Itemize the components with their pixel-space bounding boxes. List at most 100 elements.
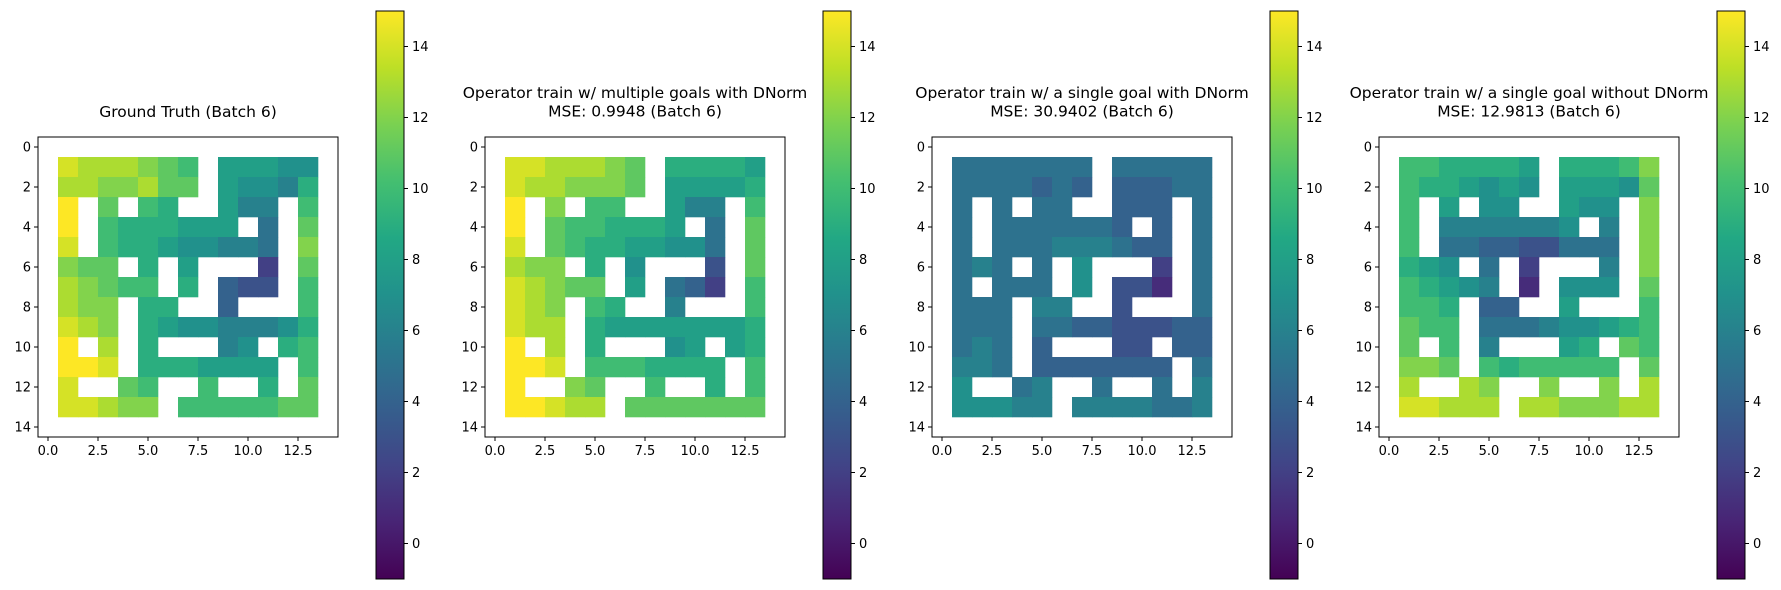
heatmap-cell-r9-c6 [605, 317, 626, 338]
heatmap-cell-r4-c6 [1052, 217, 1073, 238]
x-tick-label: 7.5 [1082, 444, 1103, 459]
x-tick-label: 5.0 [1479, 444, 1500, 459]
y-tick-label: 6 [917, 261, 925, 276]
heatmap-cell-r2-c7 [1072, 177, 1093, 198]
colorbar-tick-label: 2 [1753, 466, 1761, 481]
heatmap-cell-r13-c12 [1172, 397, 1193, 418]
heatmap-cell-r1-c12 [1172, 157, 1193, 178]
heatmap-cell-r12-c1 [58, 377, 79, 398]
heatmap-cell-r3-c13 [745, 197, 766, 218]
heatmap-cell-r13-c11 [258, 397, 279, 418]
heatmap-cell-r2-c3 [992, 177, 1013, 198]
heatmap-cell-r11-c13 [745, 357, 766, 378]
heatmap-cell-r13-c2 [78, 397, 99, 418]
heatmap-cell-r9-c11 [258, 317, 279, 338]
y-tick-label: 0 [470, 141, 478, 156]
heatmap-cell-r1-c10 [1132, 157, 1153, 178]
heatmap-cell-r1-c13 [1639, 157, 1660, 178]
heatmap-cell-r8-c5 [138, 297, 159, 318]
heatmap-cell-r7-c1 [1399, 277, 1420, 298]
heatmap-cell-r13-c3 [98, 397, 119, 418]
heatmap-cell-r12-c5 [1479, 377, 1500, 398]
heatmap-cell-r10-c9 [1112, 337, 1133, 358]
heatmap-cell-r7-c11 [1599, 277, 1620, 298]
heatmap-cell-r7-c1 [952, 277, 973, 298]
heatmap-cell-r1-c4 [1012, 157, 1033, 178]
heatmap-cell-r6-c1 [952, 257, 973, 278]
colorbar-tick-label: 4 [1753, 395, 1761, 410]
y-tick-label: 10 [908, 341, 925, 356]
heatmap-cell-r4-c8 [1092, 217, 1113, 238]
colorbar-tick-label: 8 [1306, 253, 1314, 268]
heatmap-cell-r4-c4 [1012, 217, 1033, 238]
heatmap-cell-r3-c5 [138, 197, 159, 218]
heatmap-cell-r10-c3 [545, 337, 566, 358]
heatmap-cell-r4-c11 [258, 217, 279, 238]
heatmap-cell-r5-c6 [1052, 237, 1073, 258]
heatmap-cell-r7-c3 [98, 277, 119, 298]
heatmap-cell-r8-c2 [972, 297, 993, 318]
heatmap-cell-r2-c6 [1499, 177, 1520, 198]
heatmap-cell-r5-c10 [1132, 237, 1153, 258]
heatmap-cell-r8-c9 [1112, 297, 1133, 318]
heatmap-cell-r10-c12 [1172, 337, 1193, 358]
heatmap-cell-r9-c3 [545, 317, 566, 338]
heatmap-cell-r5-c7 [1519, 237, 1540, 258]
x-tick-label: 0.0 [1379, 444, 1400, 459]
heatmap-cell-r1-c1 [58, 157, 79, 178]
heatmap-cell-r5-c10 [685, 237, 706, 258]
heatmap-cell-r11-c7 [625, 357, 646, 378]
heatmap-cell-r10-c1 [952, 337, 973, 358]
heatmap-cell-r9-c8 [1092, 317, 1113, 338]
heatmap-cell-r12-c4 [1012, 377, 1033, 398]
heatmap-cell-r2-c13 [1639, 177, 1660, 198]
colorbar-tick-label: 6 [1753, 324, 1761, 339]
heatmap-cell-r5-c1 [1399, 237, 1420, 258]
heatmap-panel-2: Operator train w/ multiple goals with DN… [461, 84, 807, 459]
heatmap-cell-r4-c3 [1439, 217, 1460, 238]
heatmap-cell-r5-c4 [118, 237, 139, 258]
heatmap-cell-r13-c12 [1619, 397, 1640, 418]
heatmap-cell-r11-c9 [1559, 357, 1580, 378]
heatmap-cell-r9-c11 [1599, 317, 1620, 338]
heatmap-cell-r8-c5 [585, 297, 606, 318]
y-tick-label: 14 [14, 421, 31, 436]
heatmap-cell-r8-c9 [218, 297, 239, 318]
heatmap-cell-r4-c7 [178, 217, 199, 238]
heatmap-cell-r4-c4 [1459, 217, 1480, 238]
heatmap-cell-r7-c9 [1112, 277, 1133, 298]
heatmap-cell-r11-c3 [992, 357, 1013, 378]
heatmap-cell-r9-c5 [1032, 317, 1053, 338]
heatmap-cell-r1-c6 [605, 157, 626, 178]
heatmap-cell-r13-c7 [625, 397, 646, 418]
heatmap-cell-r5-c9 [1559, 237, 1580, 258]
heatmap-cell-r12-c11 [705, 377, 726, 398]
heatmap-cell-r5-c1 [952, 237, 973, 258]
heatmap-cell-r11-c2 [972, 357, 993, 378]
heatmap-cell-r11-c6 [1052, 357, 1073, 378]
heatmap-cell-r13-c10 [238, 397, 259, 418]
heatmap-cell-r7-c9 [1559, 277, 1580, 298]
x-tick-label: 2.5 [982, 444, 1003, 459]
heatmap-cell-r1-c3 [98, 157, 119, 178]
heatmap-cell-r5-c8 [198, 237, 219, 258]
heatmap-cell-r9-c3 [1439, 317, 1460, 338]
heatmap-cell-r2-c1 [1399, 177, 1420, 198]
chart-title: Operator train w/ multiple goals with DN… [463, 84, 808, 121]
y-tick-label: 2 [1364, 181, 1372, 196]
y-tick-label: 8 [470, 301, 478, 316]
heatmap-cell-r5-c3 [992, 237, 1013, 258]
heatmap-cell-r12-c8 [645, 377, 666, 398]
heatmap-cell-r12-c1 [505, 377, 526, 398]
heatmap-cell-r13-c13 [745, 397, 766, 418]
heatmap-cell-r1-c12 [278, 157, 299, 178]
heatmap-cell-r9-c1 [58, 317, 79, 338]
heatmap-cell-r13-c12 [725, 397, 746, 418]
heatmap-cell-r8-c13 [1192, 297, 1213, 318]
x-tick-label: 10.0 [1128, 444, 1157, 459]
heatmap-cell-r10-c1 [505, 337, 526, 358]
heatmap-cell-r12-c11 [258, 377, 279, 398]
heatmap-cell-r1-c5 [1032, 157, 1053, 178]
colorbar-tick-label: 6 [1306, 324, 1314, 339]
heatmap-cell-r12-c5 [1032, 377, 1053, 398]
